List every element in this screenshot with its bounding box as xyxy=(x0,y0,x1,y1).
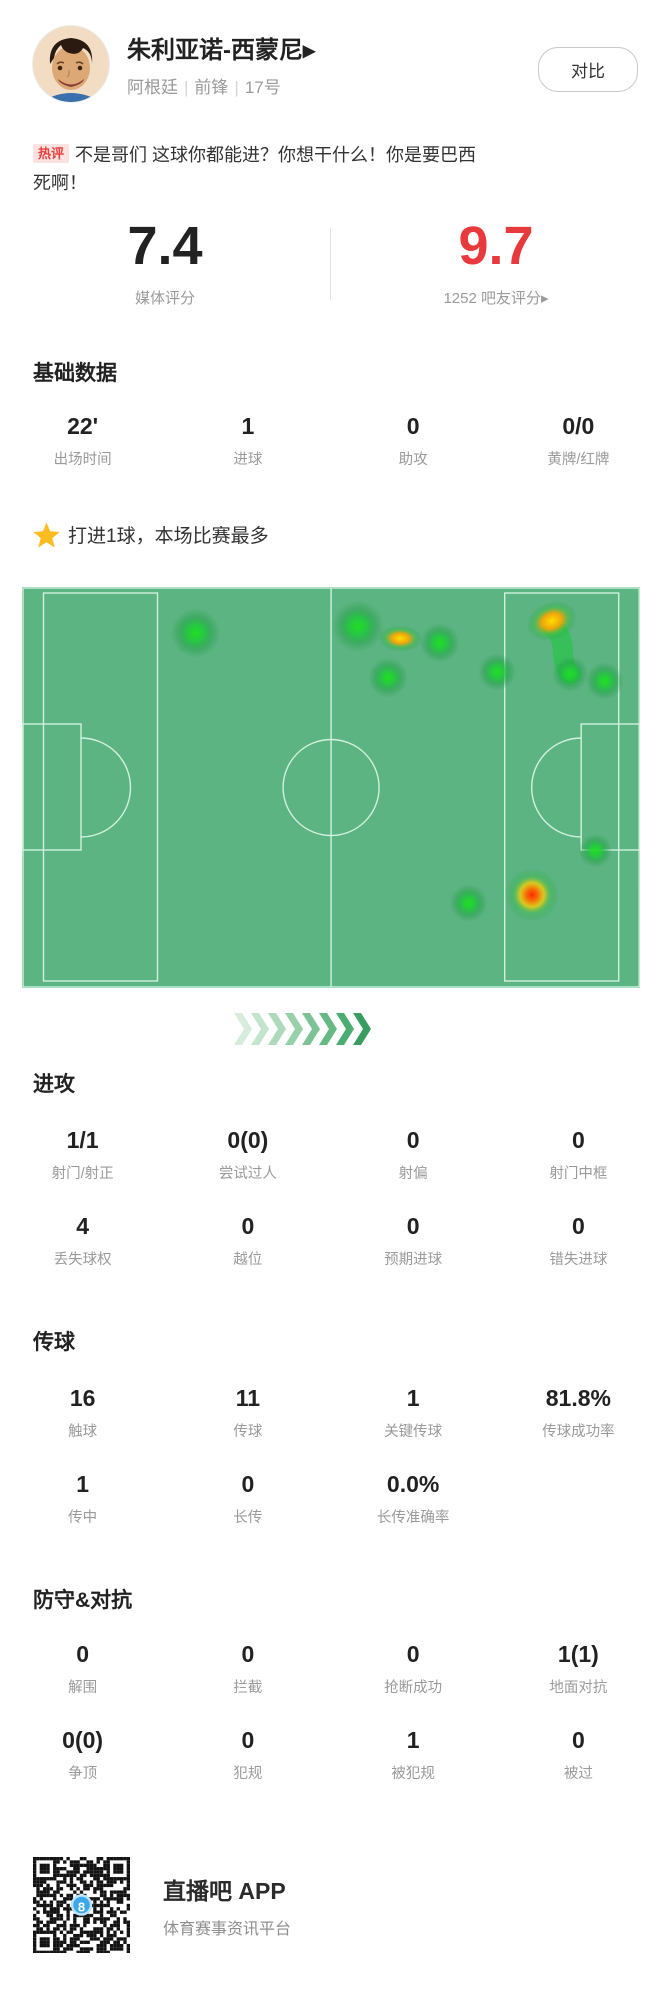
svg-text:8: 8 xyxy=(78,1900,85,1915)
